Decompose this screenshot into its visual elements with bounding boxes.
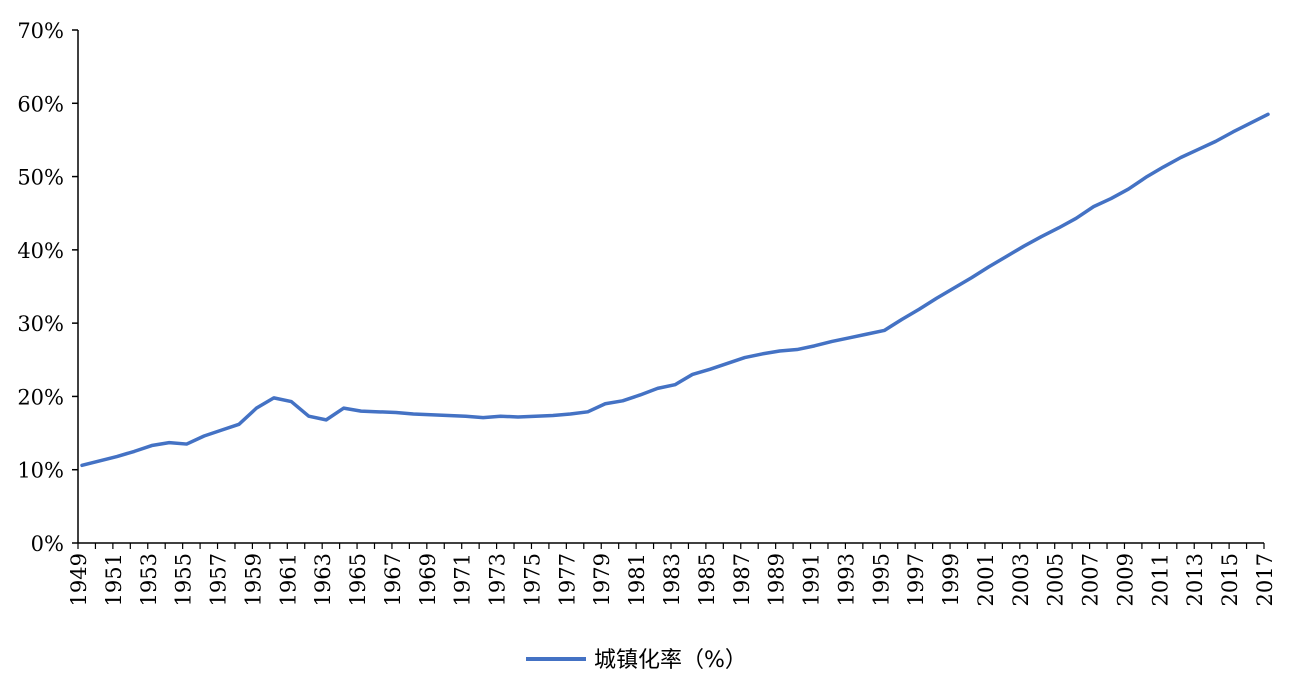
x-tick-label: 2015 bbox=[1218, 553, 1242, 606]
x-axis: 1949 1951 1953 1955 1957 1959 1961 1963 1965 1967… bbox=[67, 542, 1277, 606]
x-tick-label: 2007 bbox=[1079, 553, 1103, 606]
x-tick-label: 2003 bbox=[1009, 553, 1033, 606]
x-tick-label: 1971 bbox=[451, 553, 475, 606]
x-tick-label: 2017 bbox=[1253, 553, 1277, 606]
x-tick-label: 1951 bbox=[102, 553, 126, 606]
x-tick-label: 1973 bbox=[486, 553, 510, 606]
legend: 城镇化率（%） bbox=[526, 648, 747, 673]
x-tick-label: 1983 bbox=[660, 553, 684, 606]
x-tick-label: 1949 bbox=[67, 553, 91, 606]
y-tick-label: 10% bbox=[17, 459, 64, 483]
x-tick-label: 2009 bbox=[1113, 553, 1137, 606]
x-tick-label: 2001 bbox=[974, 553, 998, 606]
x-tick-label: 1999 bbox=[939, 553, 963, 606]
x-tick-label: 1965 bbox=[346, 553, 370, 606]
x-tick-label: 1987 bbox=[730, 553, 754, 606]
y-tick-label: 60% bbox=[17, 92, 64, 116]
x-tick-label: 1995 bbox=[869, 553, 893, 606]
y-tick-label: 20% bbox=[17, 385, 64, 409]
x-tick-label: 1957 bbox=[207, 553, 231, 606]
x-tick-label: 1997 bbox=[904, 553, 928, 606]
x-tick-label: 1967 bbox=[381, 553, 405, 606]
x-tick-label: 2011 bbox=[1148, 553, 1172, 606]
x-tick-label: 1977 bbox=[555, 553, 579, 606]
x-tick-label: 2013 bbox=[1183, 553, 1207, 606]
plot-area bbox=[80, 112, 1270, 468]
x-tick-label: 1969 bbox=[416, 553, 440, 606]
x-tick-label: 1981 bbox=[625, 553, 649, 606]
y-tick-label: 40% bbox=[17, 239, 64, 263]
x-tick-label: 1975 bbox=[520, 553, 544, 606]
y-tick-label: 50% bbox=[17, 166, 64, 190]
y-axis: 0% 10% 20% 30% 40% 50% 60% 70% bbox=[17, 19, 79, 556]
x-tick-label: 1959 bbox=[241, 553, 265, 606]
y-tick-label: 30% bbox=[17, 312, 64, 336]
x-tick-label: 1989 bbox=[765, 553, 789, 606]
x-tick-label: 1963 bbox=[311, 553, 335, 606]
y-tick-label: 70% bbox=[17, 19, 64, 43]
x-tick-label: 1961 bbox=[276, 553, 300, 606]
y-tick-label: 0% bbox=[31, 532, 64, 556]
x-tick-label: 1991 bbox=[800, 553, 824, 606]
x-tick-label: 1979 bbox=[590, 553, 614, 606]
x-tick-label: 1955 bbox=[172, 553, 196, 606]
x-tick-label: 1993 bbox=[834, 553, 858, 606]
series-line bbox=[80, 112, 1270, 468]
x-tick-label: 1985 bbox=[695, 553, 719, 606]
legend-label: 城镇化率（%） bbox=[594, 648, 747, 673]
x-tick-label: 1953 bbox=[137, 553, 161, 606]
x-tick-label: 2005 bbox=[1044, 553, 1068, 606]
